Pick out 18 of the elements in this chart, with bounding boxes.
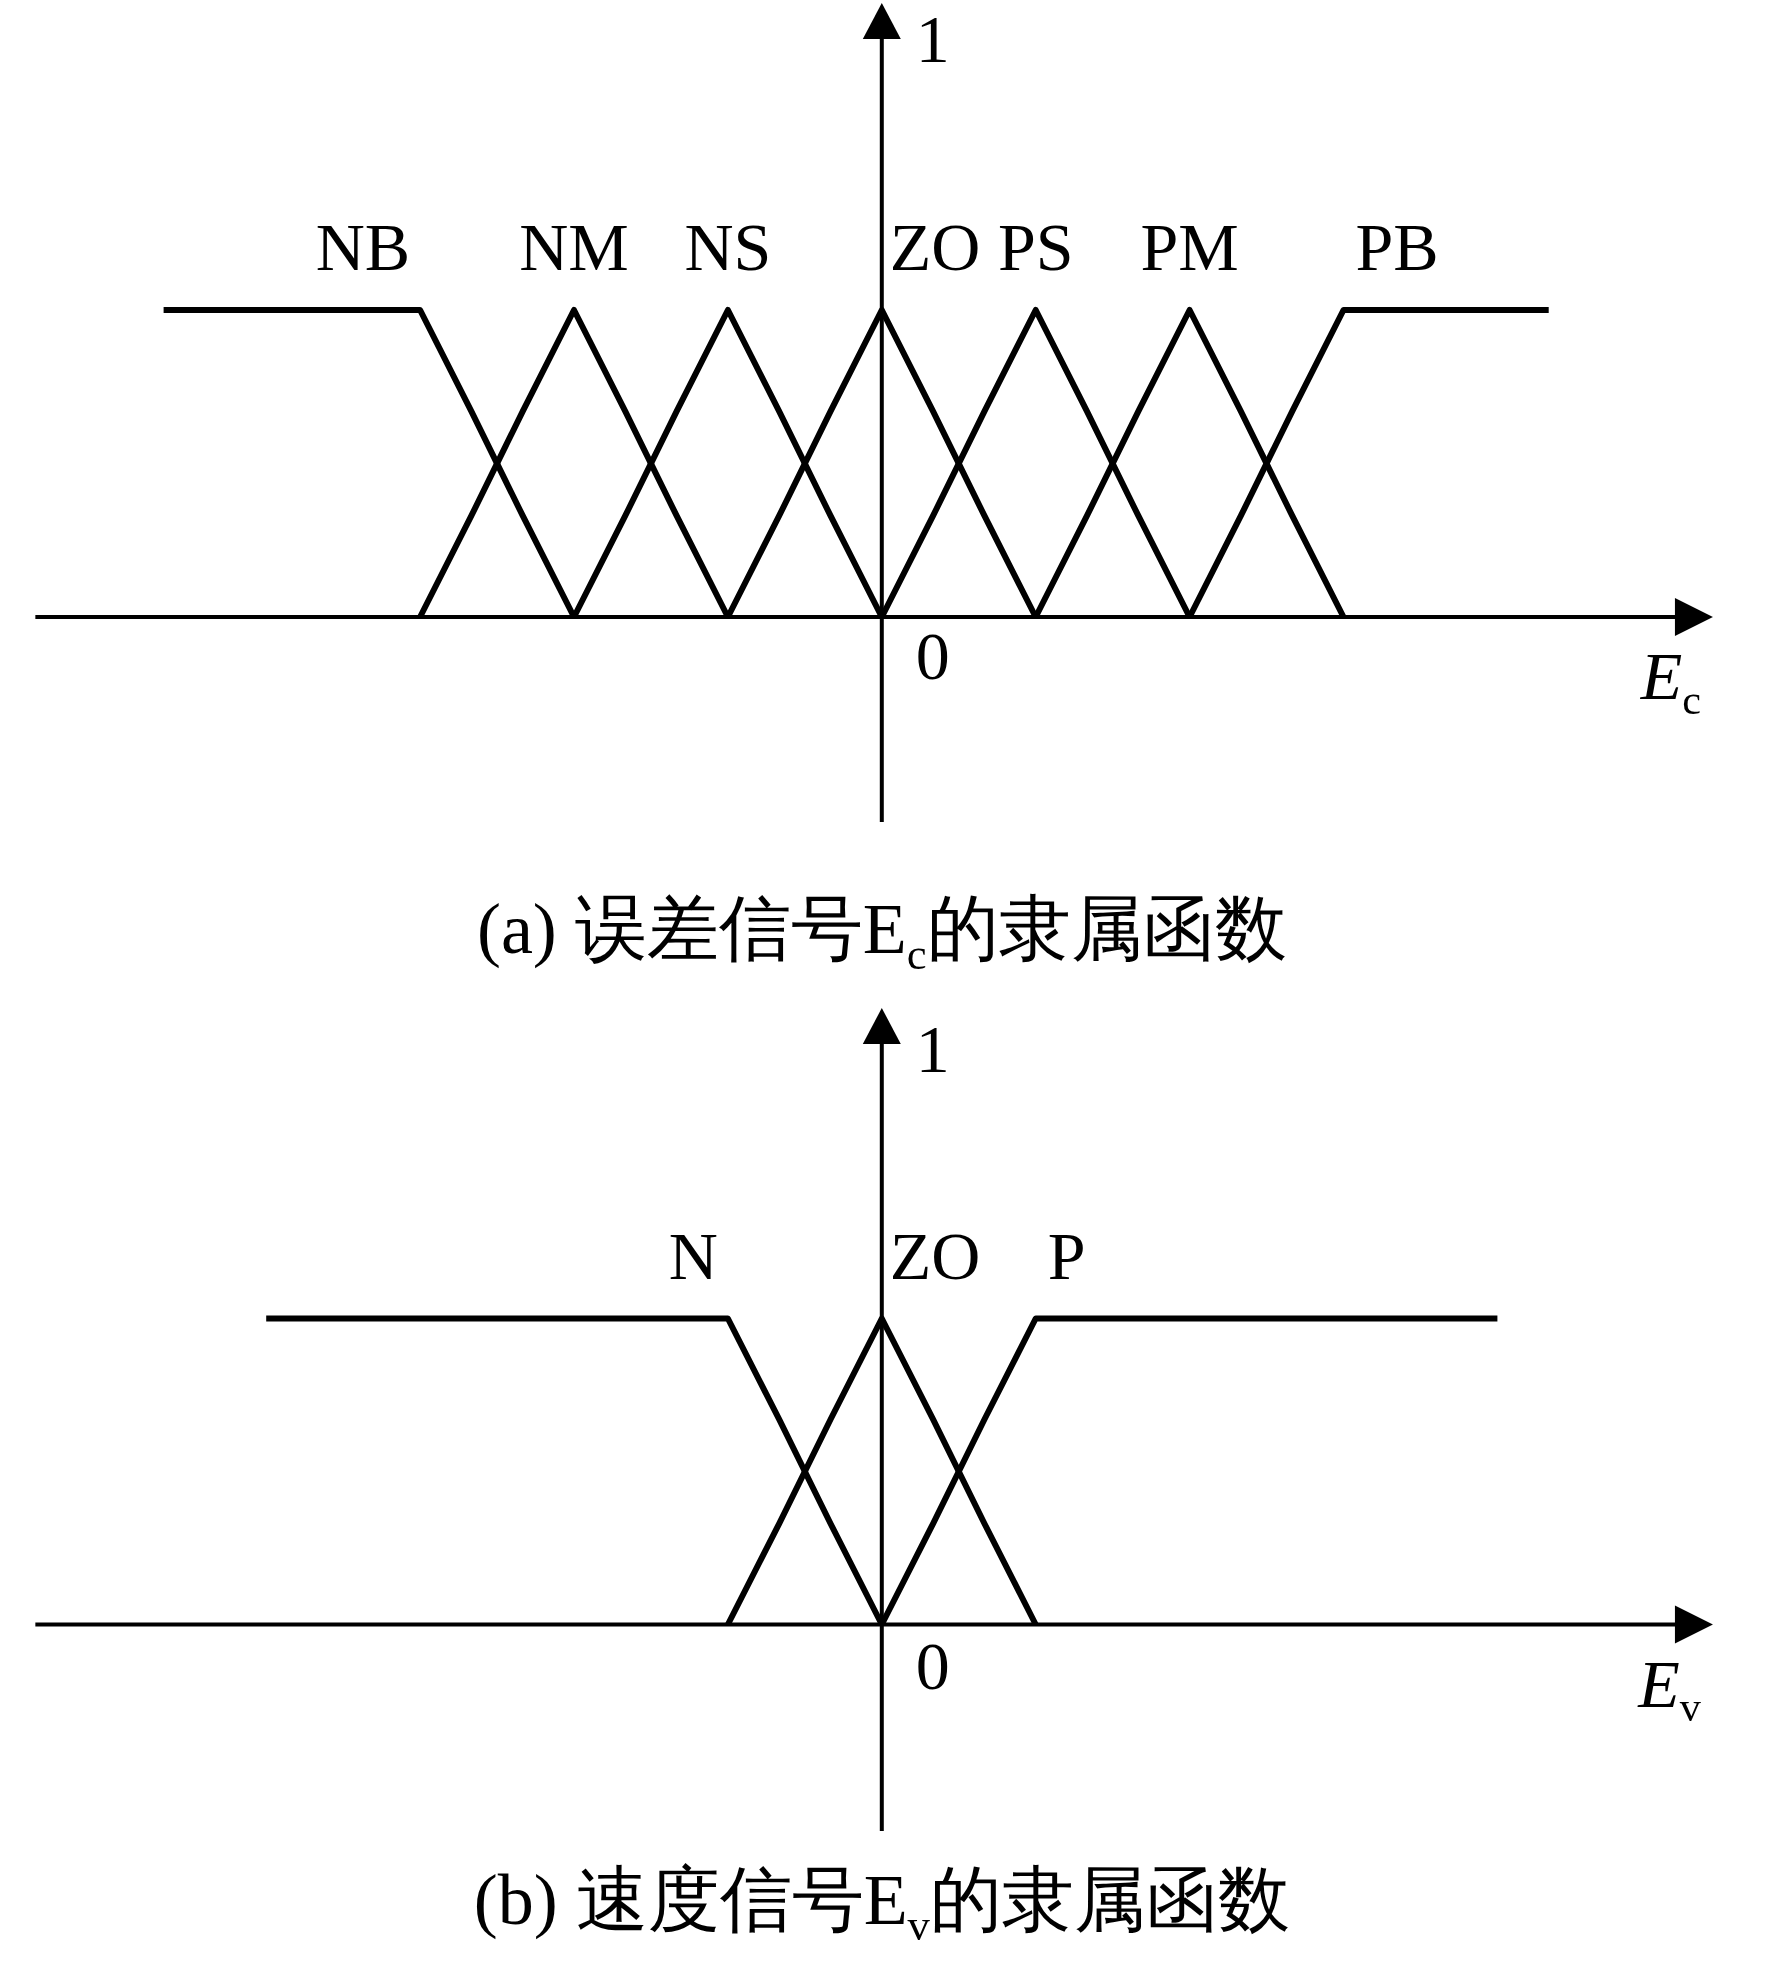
x-axis-title: E$_{v}$ [1637, 1645, 1702, 1731]
series-label: N [668, 1217, 718, 1294]
text: 0 [915, 618, 950, 695]
series-label: PM [1140, 209, 1239, 285]
series-label: ZO [889, 1217, 981, 1294]
series-label: PS [997, 209, 1074, 285]
text: (b) 速度信号E$_{v}$的隶属函数 [473, 1860, 1290, 1950]
series-label: PB [1355, 209, 1439, 285]
text: 1 [915, 1, 950, 78]
series-label: ZO [889, 209, 981, 285]
series-label: NB [315, 209, 411, 285]
text: 1 [915, 1011, 950, 1088]
text: 0 [915, 1627, 950, 1704]
series-label: P [1047, 1217, 1086, 1294]
series-label: NS [684, 209, 772, 285]
series-label: NM [519, 209, 629, 285]
x-axis-title: E$_{c}$ [1639, 638, 1701, 723]
text: (a) 误差信号E$_{c}$的隶属函数 [476, 889, 1287, 979]
